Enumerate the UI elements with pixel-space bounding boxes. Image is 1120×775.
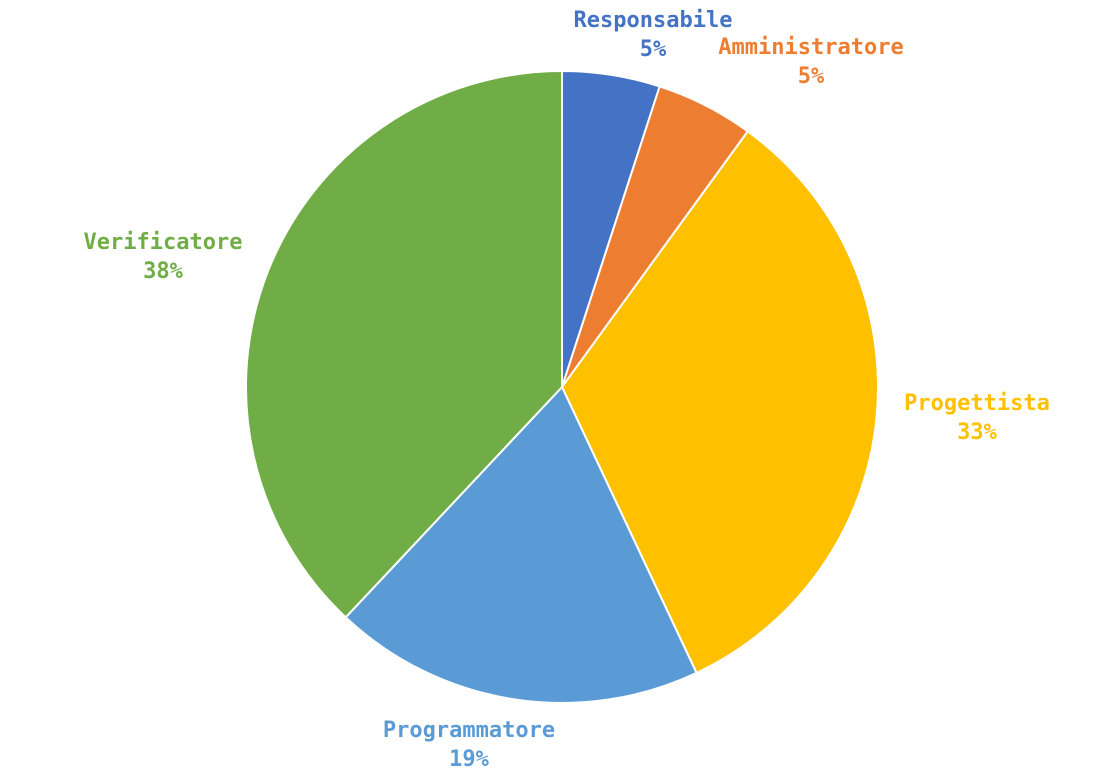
data-label-percent: 19% xyxy=(449,747,489,772)
data-label-category: Programmatore xyxy=(383,718,555,743)
data-label-responsabile: Responsabile 5% xyxy=(574,8,733,62)
data-label-progettista: Progettista 33% xyxy=(904,391,1050,445)
data-label-percent: 33% xyxy=(957,420,997,445)
data-label-percent: 38% xyxy=(143,259,183,284)
data-label-amministratore: Amministratore 5% xyxy=(718,35,903,89)
data-label-programmatore: Programmatore 19% xyxy=(383,718,555,772)
data-label-category: Amministratore xyxy=(718,35,903,60)
data-label-verificatore: Verificatore 38% xyxy=(84,230,243,284)
data-label-percent: 5% xyxy=(640,37,667,62)
pie-data-labels: Responsabile 5% Amministratore 5% Progettist… xyxy=(84,8,1050,772)
data-label-percent: 5% xyxy=(798,64,825,89)
pie-slice-programmatore xyxy=(344,385,698,704)
pie-slice-verificatore xyxy=(245,69,563,619)
pie-slice-progettista xyxy=(560,129,879,675)
data-label-category: Progettista xyxy=(904,391,1050,416)
pie-slices xyxy=(245,69,879,704)
data-label-category: Verificatore xyxy=(84,230,243,255)
data-label-category: Responsabile xyxy=(574,8,733,33)
